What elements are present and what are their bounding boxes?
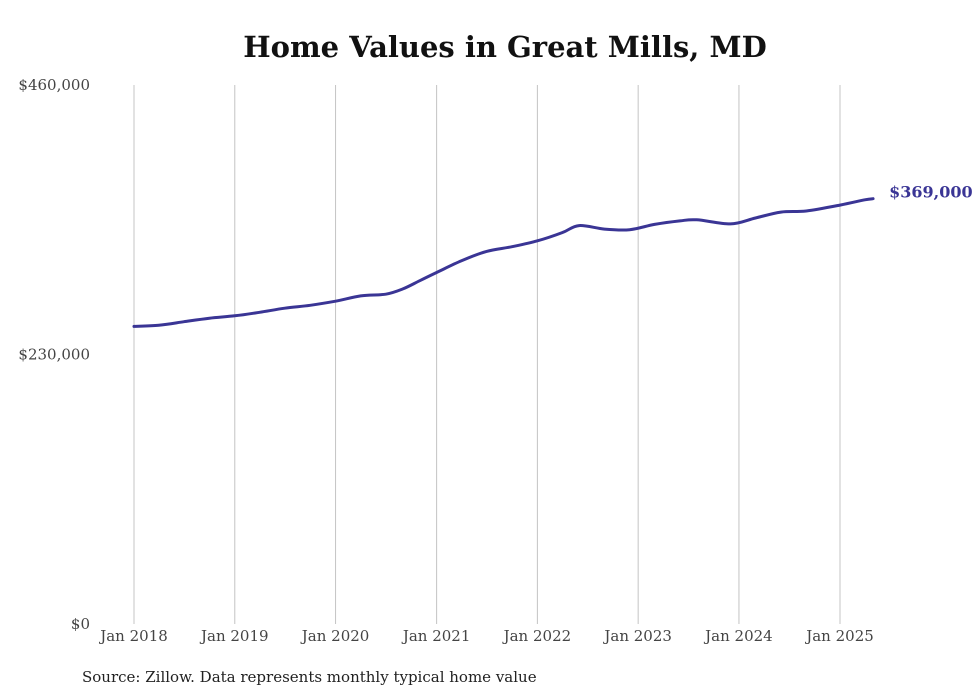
- x-tick-label: Jan 2021: [401, 627, 471, 645]
- x-tick-label: Jan 2024: [703, 627, 773, 645]
- end-value-label: $369,000: [889, 183, 973, 202]
- end-labels: $369,000: [889, 183, 973, 202]
- grid-lines: [133, 85, 841, 624]
- x-tick-label: Jan 2019: [199, 627, 269, 645]
- chart-title: Home Values in Great Mills, MD: [243, 30, 767, 64]
- series-lines: [132, 197, 875, 328]
- y-tick-label: $460,000: [18, 76, 90, 94]
- x-tick-label: Jan 2025: [804, 627, 874, 645]
- x-tick-label: Jan 2018: [98, 627, 168, 645]
- source-note: Source: Zillow. Data represents monthly …: [82, 668, 537, 686]
- y-axis: $0 $230,000 $460,000: [18, 76, 90, 633]
- y-tick-label: $0: [71, 615, 90, 633]
- x-tick-label: Jan 2023: [602, 627, 672, 645]
- y-tick-label: $230,000: [18, 346, 90, 364]
- x-axis: Jan 2018 Jan 2019 Jan 2020 Jan 2021 Jan 2022…: [98, 627, 874, 645]
- x-tick-label: Jan 2022: [502, 627, 572, 645]
- x-tick-label: Jan 2020: [300, 627, 370, 645]
- series-line: [132, 197, 875, 328]
